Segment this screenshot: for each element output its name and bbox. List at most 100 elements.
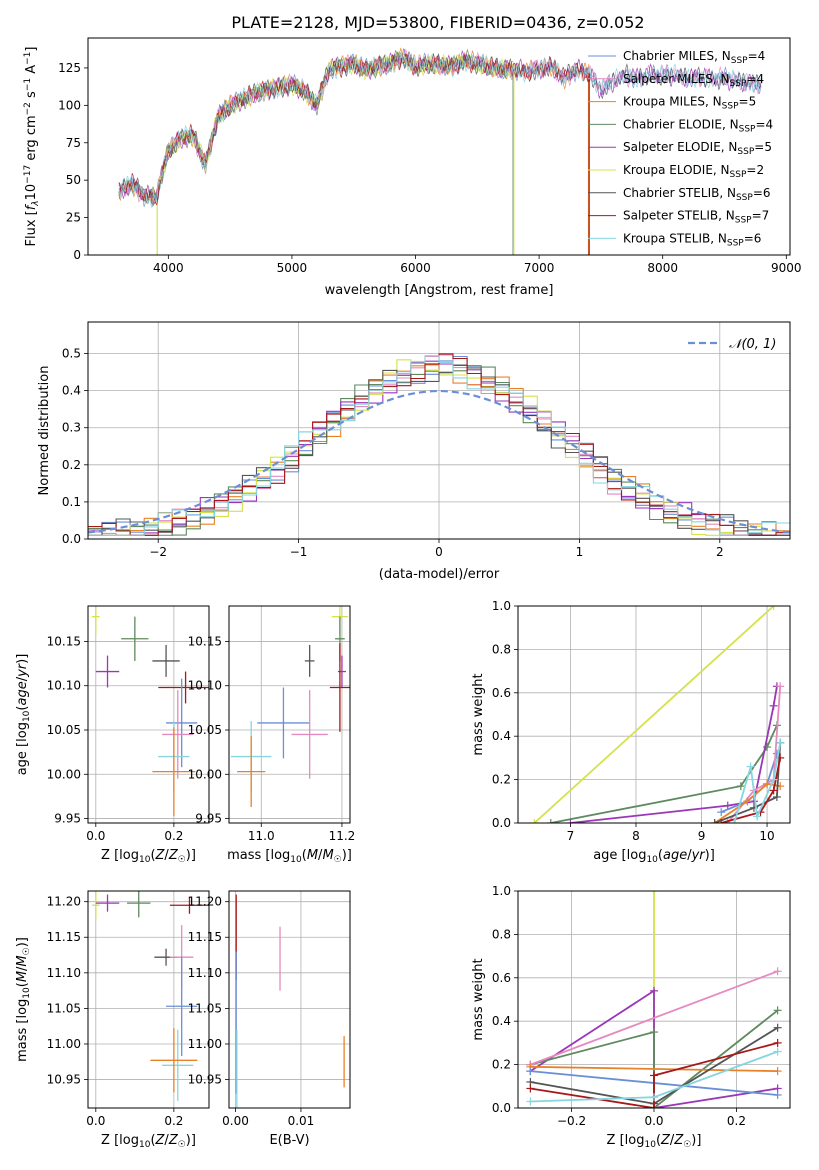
y-tick-label: 25	[66, 211, 81, 225]
y-tick-label: 10.05	[47, 723, 81, 737]
y-tick-label: 9.95	[54, 812, 81, 826]
mass_vs_ebv-axes: 0.00 0.01 10.95 11.00 11.05 11.10 11.15 11.20 E(…	[188, 890, 351, 1148]
y-tick-label: 0.2	[492, 773, 511, 787]
y-tick-label: 10.95	[47, 1073, 81, 1087]
x-axis-label: Z [log10(Z/Z☉)]	[101, 848, 196, 865]
weight-line	[714, 782, 781, 823]
spectrum-legend: Chabrier MILES, NSSP=4 Salpeter MILES, NS…	[588, 49, 773, 248]
x-axis-label: (data-model)/error	[379, 567, 500, 582]
y-tick-label: 0.0	[492, 816, 511, 830]
axes-frame	[87, 605, 210, 824]
x-tick-label: 7	[567, 829, 575, 843]
x-axis-label: E(B-V)	[269, 1133, 309, 1148]
y-tick-label: 100	[58, 98, 81, 112]
y-tick-label: 0.5	[62, 347, 81, 361]
spectrum-line	[156, 50, 514, 191]
weight-line	[720, 757, 782, 823]
legend-label: Kroupa STELIB, NSSP=6	[623, 231, 761, 248]
y-tick-label: 1.0	[492, 599, 511, 613]
x-axis-label: wavelength [Angstrom, rest frame]	[325, 283, 554, 298]
residuals-plot-area	[88, 353, 790, 536]
y-tick-label: 0.4	[492, 1014, 511, 1028]
y-tick-label: 0.4	[62, 384, 81, 398]
x-tick-label: 0.01	[288, 1114, 315, 1128]
y-tick-label: 0.8	[492, 642, 511, 656]
weight_vs_age-axes: 7 8 9 10 0.0 0.2 0.4 0.6 0.8 1.0 age [log10(age/yr…	[471, 599, 791, 865]
x-tick-label: 8000	[647, 261, 678, 275]
x-tick-label: 2	[716, 545, 724, 559]
x-tick-label: 0.00	[222, 1114, 249, 1128]
spectrum-line	[118, 52, 762, 208]
legend-label: Salpeter ELODIE, NSSP=5	[623, 140, 772, 157]
y-axis-label: mass weight	[471, 958, 486, 1040]
weight-line	[550, 725, 778, 823]
legend-label: 𝒩(0, 1)	[729, 337, 776, 352]
x-tick-label: 4000	[153, 261, 184, 275]
age_vs_mass-axes: 11.0 11.2 9.95 10.00 10.05 10.10 10.15 mass [lo…	[188, 605, 356, 865]
y-axis-label: mass [log10(M/M☉)]	[15, 937, 32, 1062]
x-tick-label: 0.2	[164, 829, 183, 843]
weight-line	[530, 970, 778, 1066]
x-tick-label: 9	[698, 829, 706, 843]
y-tick-label: 0.3	[62, 421, 81, 435]
residuals-axes: −2 −1 0 1 2 0.0 0.1 0.2 0.3 0.4 0.5 (data-model)/er…	[37, 321, 791, 582]
y-axis-label: Normed distribution	[37, 366, 52, 496]
weight_vs_Z-axes: −0.2 0.0 0.2 0.0 0.2 0.4 0.6 0.8 1.0 Z [log10(Z/Z…	[471, 884, 791, 1150]
y-tick-label: 11.00	[188, 1037, 222, 1051]
legend-label: Kroupa MILES, NSSP=5	[623, 95, 756, 112]
x-tick-label: 0	[435, 545, 443, 559]
x-tick-label: −0.2	[557, 1114, 586, 1128]
mass_vs_Z-plot-area	[91, 891, 209, 1101]
y-tick-label: 11.00	[47, 1037, 81, 1051]
y-tick-label: 11.15	[47, 930, 81, 944]
legend-label: Salpeter STELIB, NSSP=7	[623, 209, 769, 226]
y-tick-label: 0.4	[492, 729, 511, 743]
y-tick-label: 1.0	[492, 884, 511, 898]
histogram-step	[88, 360, 790, 536]
legend-label: Salpeter MILES, NSSP=4	[623, 72, 764, 89]
x-tick-label: 5000	[277, 261, 308, 275]
axes-frame	[87, 321, 791, 540]
x-tick-label: 11.0	[248, 829, 275, 843]
weight_vs_Z-plot-area	[526, 891, 782, 1108]
y-tick-label: 11.10	[188, 966, 222, 980]
histogram-step	[88, 359, 790, 536]
y-axis-label: mass weight	[471, 673, 486, 755]
y-tick-label: 11.15	[188, 930, 222, 944]
y-tick-label: 0.2	[62, 458, 81, 472]
y-tick-label: 10.95	[188, 1073, 222, 1087]
y-tick-label: 50	[66, 173, 81, 187]
y-tick-label: 10.15	[188, 634, 222, 648]
x-tick-label: 9000	[771, 261, 802, 275]
x-tick-label: 0.0	[644, 1114, 663, 1128]
x-tick-label: 11.2	[329, 829, 356, 843]
age_vs_Z-axes: 0.0 0.2 9.95 10.00 10.05 10.10 10.15 Z [log10(Z…	[15, 605, 210, 865]
y-tick-label: 10.00	[188, 767, 222, 781]
legend-label: Kroupa ELODIE, NSSP=2	[623, 163, 764, 180]
legend-label: Chabrier MILES, NSSP=4	[623, 49, 765, 66]
x-tick-label: 0.2	[164, 1114, 183, 1128]
axes-frame	[517, 890, 791, 1109]
y-tick-label: 0.8	[492, 927, 511, 941]
y-tick-label: 10.10	[188, 679, 222, 693]
axes-frame	[87, 37, 791, 256]
histogram-step	[88, 355, 790, 536]
x-tick-label: 10	[759, 829, 774, 843]
y-tick-label: 0.6	[492, 971, 511, 985]
y-tick-label: 0.0	[492, 1101, 511, 1115]
weight-line	[533, 606, 775, 823]
axes-frame	[87, 890, 210, 1109]
x-tick-label: 7000	[524, 261, 555, 275]
spectrum-line	[118, 51, 762, 202]
x-tick-label: 0.0	[86, 829, 105, 843]
y-tick-label: 0.6	[492, 686, 511, 700]
figure-title: PLATE=2128, MJD=53800, FIBERID=0436, z=0…	[231, 13, 644, 32]
normal-curve	[88, 389, 790, 534]
weight_vs_age-plot-area	[530, 606, 785, 823]
y-tick-label: 10.05	[188, 723, 222, 737]
legend-label: Chabrier STELIB, NSSP=6	[623, 186, 771, 203]
weight-line	[727, 686, 782, 823]
y-tick-label: 0.1	[62, 495, 81, 509]
x-tick-label: 8	[632, 829, 640, 843]
